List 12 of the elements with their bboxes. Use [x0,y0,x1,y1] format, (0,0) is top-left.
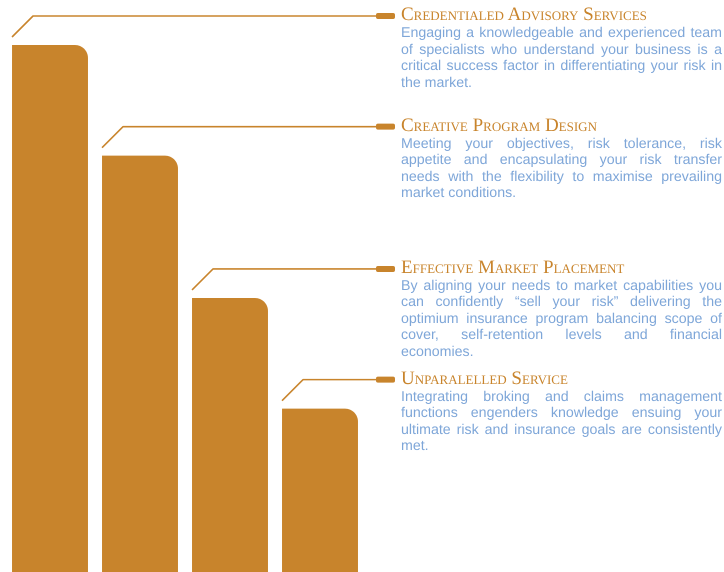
bar [282,408,358,572]
text: By aligning your needs to market capabilities you can confidently “sell your risk” delivering the optimium insurance program balancing scope of cover, self-retention levels and financial economies. [401,278,722,360]
text: Effective Market Placement [401,256,626,278]
bar [12,45,88,572]
text: Creative Program Design [401,114,598,136]
text: Meeting your objectives, risk tolerance, risk appetite and encapsulating your risk transfer needs with the flexibility to maximise prevailing market conditions. [401,136,722,202]
text: Credentialed Advisory Services [401,4,648,25]
bar [102,156,178,572]
text: Engaging a knowledgeable and experienced team of specialists who understand your business is a critical success factor in differentiating your risk in the market. [401,25,722,91]
bar [192,298,268,572]
text: Integrating broking and claims management functions engenders knowledge ensuing your ultimate risk and insurance goals are consistently met. [401,388,722,455]
text: Unparalelled Service [401,368,569,389]
